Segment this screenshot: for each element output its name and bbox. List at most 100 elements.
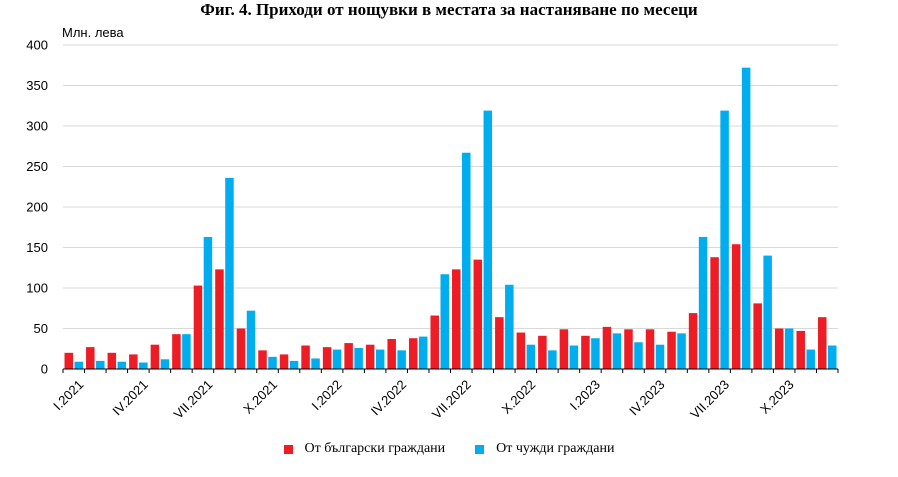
bar-foreign	[784, 328, 794, 369]
bar-bulgarian	[559, 329, 569, 369]
bar-foreign	[397, 350, 406, 369]
x-tick-label: IV.2022	[368, 377, 409, 418]
x-tick-label: VII.2022	[429, 377, 474, 422]
bar-bulgarian	[150, 344, 160, 369]
legend-item-foreign: От чужди граждани	[475, 441, 614, 457]
bar-foreign	[354, 347, 363, 369]
bar-bulgarian	[129, 354, 138, 369]
bar-foreign	[763, 255, 772, 369]
y-tick-label: 350	[26, 78, 48, 93]
bar-bulgarian	[624, 329, 633, 369]
bar-foreign	[806, 349, 815, 369]
bar-foreign	[591, 338, 600, 369]
bar-foreign	[139, 362, 148, 369]
bar-bulgarian	[172, 334, 181, 369]
bar-foreign	[117, 361, 127, 369]
bar-bulgarian	[193, 285, 203, 369]
y-tick-label: 400	[26, 38, 48, 53]
bar-foreign	[827, 345, 837, 369]
x-tick-label: X.2022	[499, 377, 539, 417]
bar-foreign	[268, 356, 277, 369]
legend-label-bulgarian: От български граждани	[304, 441, 446, 456]
y-tick-label: 250	[26, 159, 48, 174]
legend: От български граждани От чужди граждани	[0, 441, 898, 457]
bar-foreign	[462, 152, 471, 369]
y-tick-label: 100	[26, 281, 48, 296]
bar-foreign	[548, 350, 557, 369]
y-tick-label: 0	[41, 362, 48, 377]
bar-bulgarian	[215, 269, 224, 369]
x-tick-label: I.2023	[567, 377, 603, 413]
bar-foreign	[160, 359, 170, 369]
bar-bulgarian	[602, 326, 612, 369]
bar-bulgarian	[301, 345, 310, 369]
y-axis-ticks: 0 50 100 150 200 250 300 350 400	[26, 38, 48, 377]
bar-bulgarian	[408, 338, 418, 369]
x-tick-label: I.2022	[308, 377, 344, 413]
bar-foreign	[741, 67, 751, 370]
x-tick-label: IV.2021	[109, 377, 150, 418]
bar-bulgarian	[710, 257, 719, 369]
bar-bulgarian	[774, 328, 784, 369]
bar-bulgarian	[538, 335, 547, 369]
bar-bulgarian	[581, 335, 590, 369]
bar-bulgarian	[495, 317, 504, 369]
bar-bulgarian	[817, 317, 827, 369]
x-tick-label: X.2023	[757, 377, 797, 417]
y-tick-label: 50	[34, 321, 48, 336]
bar-foreign	[375, 349, 385, 369]
y-tick-label: 300	[26, 119, 48, 134]
bar-bulgarian	[279, 354, 289, 369]
x-axis-ticks: I.2021 IV.2021 VII.2021 X.2021 I.2022 IV.2022…	[50, 369, 839, 422]
bar-bulgarian	[365, 344, 375, 369]
legend-label-foreign: От чужди граждани	[496, 441, 615, 456]
bar-bulgarian	[516, 332, 526, 369]
y-tick-label: 150	[26, 240, 48, 255]
chart-title: Фиг. 4. Приходи от нощувки в местата за …	[200, 0, 698, 19]
bar-bulgarian	[645, 329, 655, 369]
bar-bulgarian	[688, 313, 698, 369]
y-axis-label: Млн. лева	[62, 25, 124, 40]
bar-bulgarian	[344, 343, 353, 369]
bar-foreign	[311, 358, 320, 369]
x-tick-label: X.2021	[240, 377, 280, 417]
x-tick-label: I.2021	[50, 377, 86, 413]
bar-bulgarian	[107, 352, 117, 369]
bar-foreign	[483, 110, 493, 370]
bar-foreign	[655, 344, 665, 369]
legend-item-bulgarian: От български граждани	[283, 441, 446, 457]
legend-swatch-red	[283, 444, 293, 454]
bar-foreign	[720, 110, 729, 370]
bar-foreign	[634, 342, 643, 369]
bar-bulgarian	[667, 331, 676, 369]
legend-swatch-blue	[475, 444, 485, 454]
bar-foreign	[246, 310, 256, 369]
bar-foreign	[225, 177, 234, 369]
bar-foreign	[332, 349, 342, 369]
x-tick-label: VII.2021	[171, 377, 216, 422]
bar-foreign	[440, 274, 449, 369]
bar-foreign	[418, 336, 428, 369]
bar-bulgarian	[473, 259, 483, 369]
bar-bulgarian	[731, 244, 741, 369]
bars	[64, 67, 837, 370]
bar-foreign	[96, 360, 105, 369]
bar-foreign	[505, 284, 514, 369]
bar-foreign	[203, 236, 213, 369]
x-tick-label: VII.2023	[687, 377, 732, 422]
bar-foreign	[74, 361, 84, 369]
bar-foreign	[698, 236, 708, 369]
bar-bulgarian	[322, 347, 332, 369]
gridlines	[63, 44, 838, 329]
bar-bulgarian	[64, 352, 74, 369]
bar-bulgarian	[86, 347, 95, 369]
bar-foreign	[289, 360, 299, 369]
bar-foreign	[677, 333, 686, 369]
bar-bulgarian	[258, 350, 267, 369]
bar-bulgarian	[452, 269, 461, 369]
bar-foreign	[569, 345, 579, 369]
bar-bulgarian	[236, 328, 246, 369]
bar-foreign	[182, 334, 191, 369]
bar-bulgarian	[387, 339, 396, 369]
